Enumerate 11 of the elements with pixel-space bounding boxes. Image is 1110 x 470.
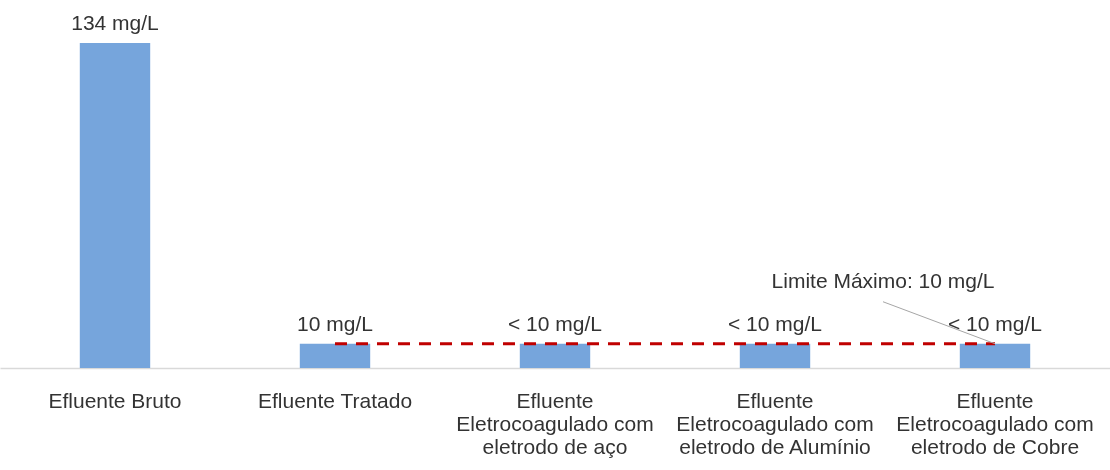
x-tick-label: Efluente Tratado: [257, 388, 413, 412]
data-label: < 10 mg/L: [948, 311, 1042, 335]
x-tick-label: Efluente Eletrocoagulado com eletrodo de Alumínio: [676, 388, 874, 458]
data-label: < 10 mg/L: [728, 311, 822, 335]
text: Limite Máximo: 10 mg/L: [771, 268, 995, 292]
data-label: < 10 mg/L: [508, 311, 602, 335]
x-tick-label: Efluente Eletrocoagulado com eletrodo de aço: [456, 388, 654, 458]
x-tick-label: Efluente Bruto: [48, 388, 182, 412]
data-label: 134 mg/L: [71, 11, 159, 34]
data-label: 10 mg/L: [297, 311, 373, 335]
x-tick-label: Efluente Eletrocoagulado com eletrodo de Cobre: [896, 388, 1094, 458]
